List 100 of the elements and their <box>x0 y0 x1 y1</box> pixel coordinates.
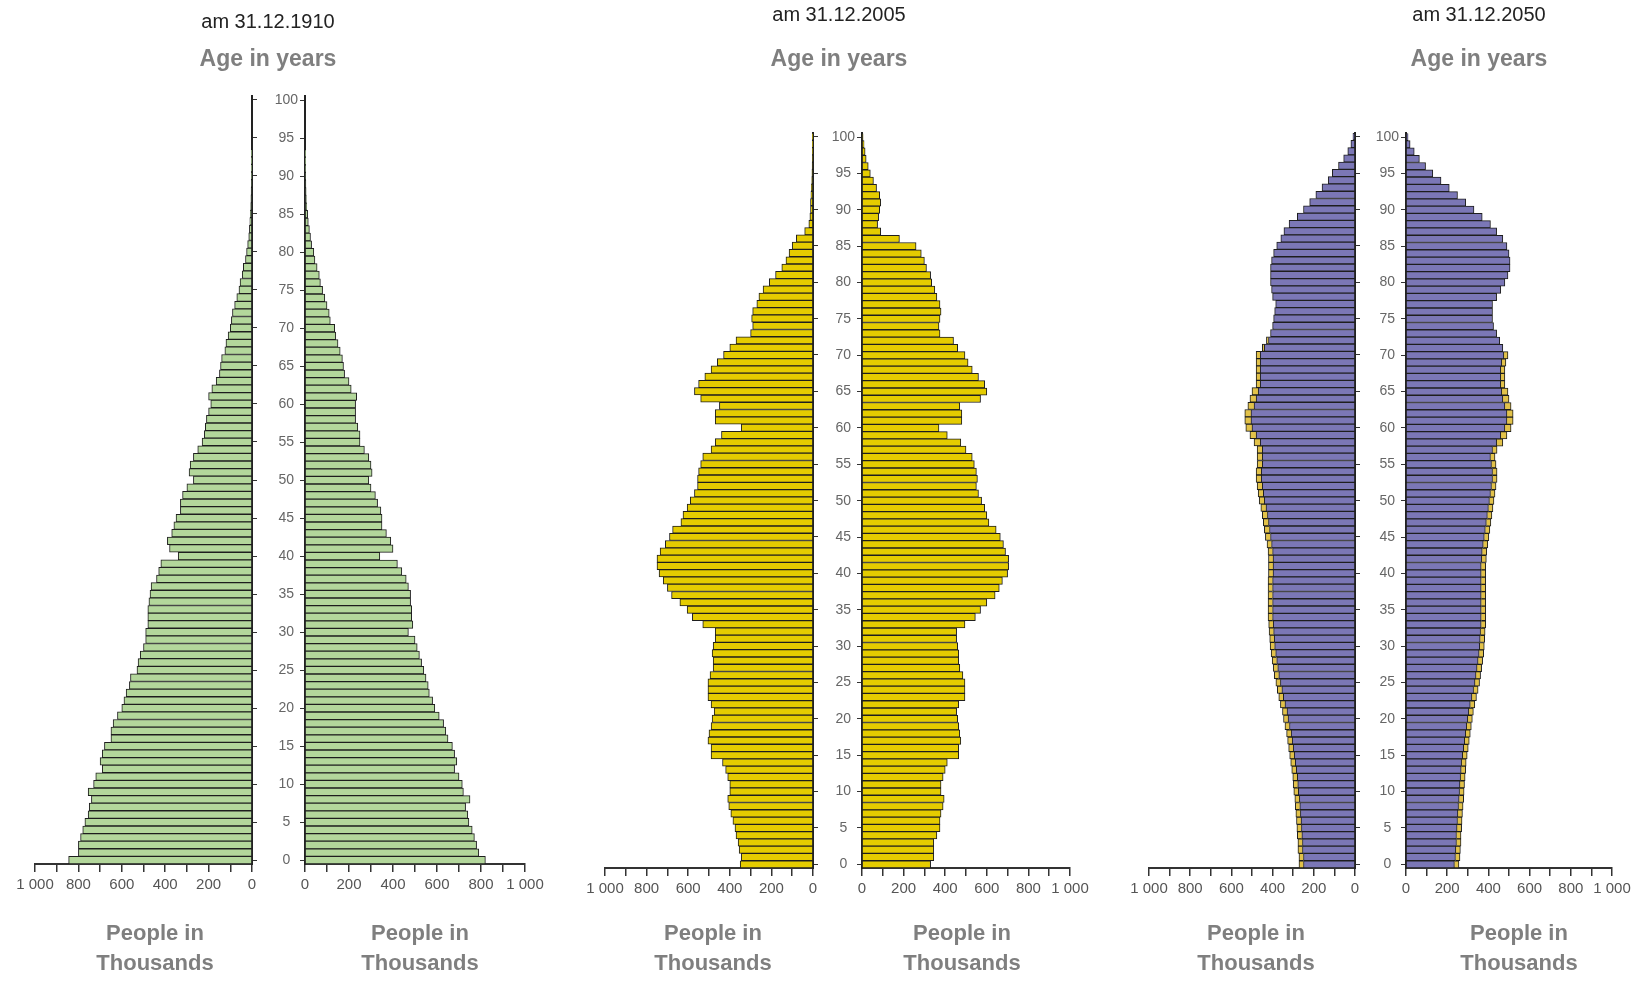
y-tick-label: 95 <box>835 164 852 181</box>
y-tick-label: 25 <box>278 661 295 678</box>
y-axis-title: Age in years <box>1410 45 1548 72</box>
y-tick-label: 100 <box>831 127 856 144</box>
y-tick-label: 90 <box>835 200 852 217</box>
y-tick-label: 85 <box>278 205 295 222</box>
y-tick-label: 65 <box>835 382 852 399</box>
x-tick-label: 400 <box>1260 879 1286 897</box>
x-tick-label: 600 <box>1218 879 1244 897</box>
x-tick-label: 600 <box>974 879 1000 897</box>
x-tick-label: 0 <box>1401 879 1411 897</box>
y-tick-label: 100 <box>274 91 299 108</box>
y-tick-label: 75 <box>835 309 852 326</box>
y-tick-label: 50 <box>1379 491 1396 508</box>
y-tick-label: 0 <box>839 855 848 872</box>
y-tick-label: 70 <box>278 319 295 336</box>
y-tick-label: 65 <box>1379 382 1396 399</box>
y-tick-label: 55 <box>278 433 295 450</box>
y-tick-label: 45 <box>835 527 852 544</box>
y-tick-label: 30 <box>1379 637 1396 654</box>
x-tick-label: 600 <box>109 875 135 893</box>
y-tick-label: 50 <box>278 471 295 488</box>
y-tick-label: 70 <box>835 346 852 363</box>
y-tick-label: 40 <box>1379 564 1396 581</box>
x-axis-title: People in Thousands <box>1196 919 1316 977</box>
x-tick-label: 600 <box>1517 879 1543 897</box>
x-tick-label: 800 <box>1015 879 1041 897</box>
x-tick-label: 200 <box>1434 879 1460 897</box>
y-tick-label: 5 <box>839 818 848 835</box>
x-tick-label: 800 <box>1177 879 1203 897</box>
x-tick-label: 400 <box>1475 879 1501 897</box>
x-tick-label: 800 <box>468 875 494 893</box>
y-tick-label: 70 <box>1379 346 1396 363</box>
y-tick-label: 5 <box>282 813 291 830</box>
x-axis-title: People in Thousands <box>360 919 480 977</box>
x-tick-label: 1 000 <box>16 875 54 893</box>
x-tick-label: 200 <box>196 875 222 893</box>
y-tick-label: 0 <box>282 851 291 868</box>
y-tick-label: 5 <box>1383 818 1392 835</box>
chart-title: am 31.12.2005 <box>772 3 906 26</box>
x-tick-label: 200 <box>336 875 362 893</box>
x-tick-label: 1 000 <box>506 875 544 893</box>
x-tick-label: 1 000 <box>1051 879 1089 897</box>
y-tick-label: 10 <box>1379 782 1396 799</box>
x-tick-label: 0 <box>857 879 867 897</box>
x-tick-label: 0 <box>1350 879 1360 897</box>
y-tick-label: 75 <box>278 281 295 298</box>
y-axis-title: Age in years <box>199 45 337 72</box>
y-tick-label: 90 <box>278 167 295 184</box>
chart-title: am 31.12.2050 <box>1412 3 1546 26</box>
y-tick-label: 95 <box>278 129 295 146</box>
x-tick-label: 200 <box>891 879 917 897</box>
y-tick-label: 75 <box>1379 309 1396 326</box>
x-tick-label: 1 000 <box>1593 879 1631 897</box>
y-tick-label: 35 <box>835 600 852 617</box>
x-tick-label: 800 <box>1558 879 1584 897</box>
x-tick-label: 400 <box>380 875 406 893</box>
y-tick-label: 35 <box>278 585 295 602</box>
y-tick-label: 40 <box>278 547 295 564</box>
y-tick-label: 100 <box>1375 127 1400 144</box>
y-tick-label: 15 <box>278 737 295 754</box>
y-tick-label: 45 <box>278 509 295 526</box>
y-tick-label: 15 <box>835 746 852 763</box>
x-tick-label: 600 <box>675 879 701 897</box>
x-tick-label: 1 000 <box>1130 879 1168 897</box>
y-tick-label: 35 <box>1379 600 1396 617</box>
x-tick-label: 0 <box>300 875 310 893</box>
y-tick-label: 85 <box>1379 237 1396 253</box>
x-tick-label: 0 <box>808 879 818 897</box>
x-tick-label: 400 <box>717 879 743 897</box>
y-tick-label: 80 <box>1379 273 1396 290</box>
x-axis-title: People in Thousands <box>95 919 215 977</box>
y-axis-title: Age in years <box>770 45 908 72</box>
y-tick-label: 60 <box>278 395 295 412</box>
y-tick-label: 30 <box>278 623 295 640</box>
y-tick-label: 40 <box>835 564 852 581</box>
x-tick-label: 200 <box>758 879 784 897</box>
y-tick-label: 10 <box>835 782 852 799</box>
y-tick-label: 80 <box>835 273 852 290</box>
x-tick-label: 0 <box>247 875 257 893</box>
y-tick-label: 20 <box>1379 709 1396 726</box>
y-tick-label: 30 <box>835 637 852 654</box>
x-tick-label: 800 <box>634 879 660 897</box>
y-tick-label: 20 <box>835 709 852 726</box>
y-tick-label: 55 <box>835 455 852 472</box>
y-tick-label: 10 <box>278 775 295 792</box>
y-tick-label: 80 <box>278 243 295 260</box>
y-tick-label: 65 <box>278 357 295 374</box>
x-tick-label: 600 <box>424 875 450 893</box>
y-tick-label: 90 <box>1379 200 1396 217</box>
x-axis-title: People in Thousands <box>653 919 773 977</box>
y-tick-label: 25 <box>1379 673 1396 690</box>
x-tick-label: 1 000 <box>586 879 624 897</box>
y-tick-label: 50 <box>835 491 852 508</box>
y-tick-label: 95 <box>1379 164 1396 181</box>
y-tick-label: 20 <box>278 699 295 716</box>
x-axis-title: People in Thousands <box>1459 919 1579 977</box>
x-tick-label: 400 <box>152 875 178 893</box>
y-tick-label: 0 <box>1383 855 1392 872</box>
y-tick-label: 15 <box>1379 746 1396 763</box>
